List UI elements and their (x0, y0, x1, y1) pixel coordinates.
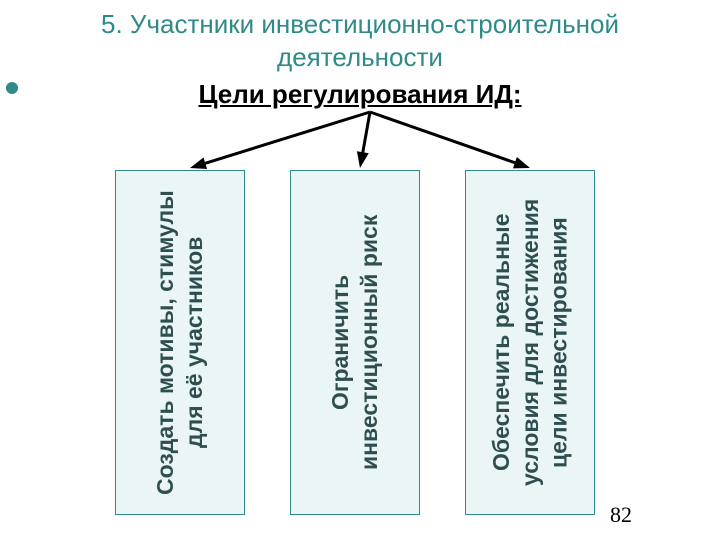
goal-box: Ограничить инвестиционный риск (290, 170, 420, 515)
goal-box-text: Ограничить инвестиционный риск (326, 178, 384, 507)
goal-box: Создать мотивы, стимулы для её участнико… (115, 170, 245, 515)
goal-box-text: Обеспечить реальные условия для достижен… (487, 178, 573, 507)
slide-subtitle-text: Цели регулирования ИД: (198, 79, 521, 109)
page-number: 82 (610, 502, 632, 528)
goal-box-text: Создать мотивы, стимулы для её участнико… (151, 178, 209, 507)
slide: 5. Участники инвестиционно-строительной … (0, 0, 720, 540)
goal-box: Обеспечить реальные условия для достижен… (465, 170, 595, 515)
goal-boxes: Создать мотивы, стимулы для её участнико… (115, 170, 595, 515)
slide-heading: 5. Участники инвестиционно-строительной … (0, 8, 720, 73)
slide-subtitle: Цели регулирования ИД: (0, 79, 720, 110)
slide-heading-text: 5. Участники инвестиционно-строительной … (101, 9, 619, 72)
